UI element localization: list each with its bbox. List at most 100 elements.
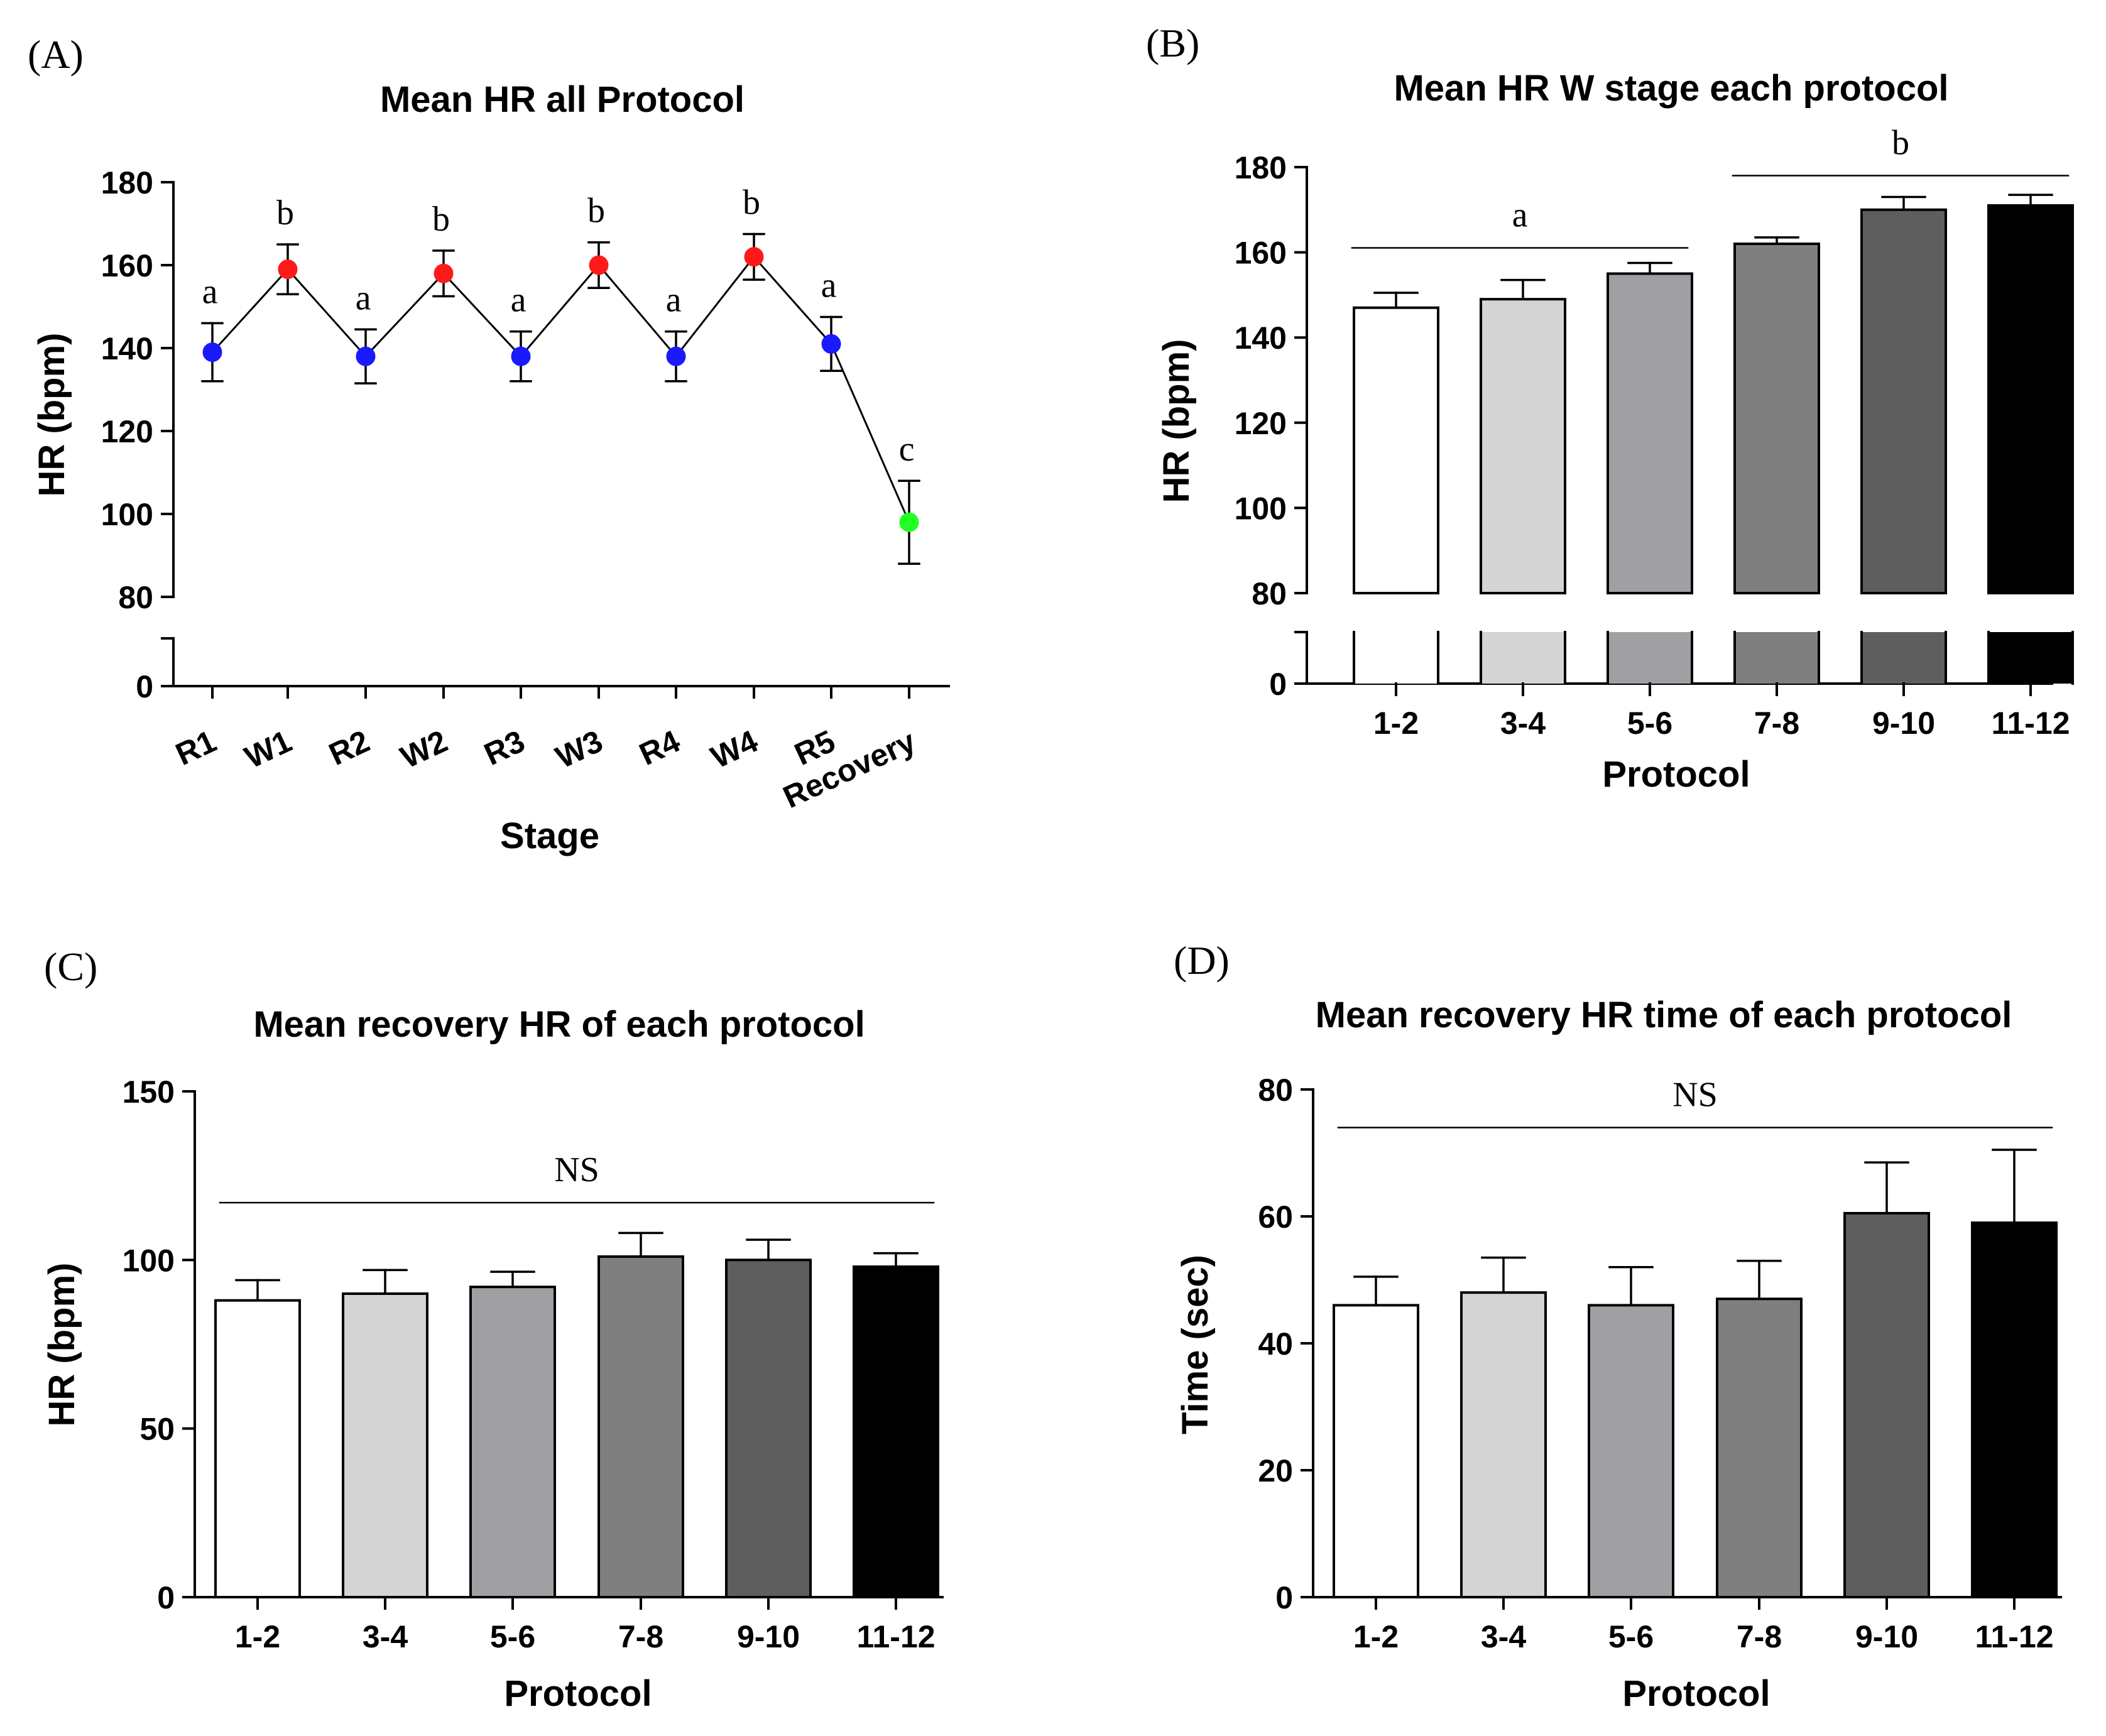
x-tick-label: 9-10 (1872, 706, 1935, 741)
y-axis-label: HR (bpm) (1156, 339, 1197, 503)
bar (1588, 1304, 1674, 1598)
bar (597, 1255, 684, 1598)
x-tick-label: W2 (395, 723, 453, 775)
y-tick-label: 100 (101, 497, 153, 532)
x-tick-label: 9-10 (737, 1619, 800, 1654)
panel-b: (B) Mean HR W stage each protocol 100 120 14… (1146, 21, 2074, 795)
y-tick-label: 180 (101, 165, 153, 200)
bar (1607, 272, 1693, 594)
chart-title: Mean HR all Protocol (380, 79, 745, 120)
bar (1987, 204, 2074, 594)
bar (1971, 1221, 2058, 1598)
bar (1333, 1304, 1419, 1598)
x-tick-label: R1 (170, 723, 222, 772)
bar (469, 1286, 556, 1598)
y-tick-label: 180 (1235, 150, 1287, 185)
x-axis-label: Stage (500, 816, 599, 856)
bar (1843, 1211, 1930, 1598)
significance-letter: b (432, 200, 450, 239)
bar-lower (1989, 632, 2073, 684)
x-tick-label: 3-4 (1500, 706, 1546, 741)
data-point (356, 346, 376, 366)
bar (1460, 1291, 1547, 1598)
data-point (821, 334, 841, 354)
y-tick-label: 20 (1258, 1453, 1293, 1488)
y-tick-label: 0 (1275, 1580, 1293, 1615)
data-point (278, 259, 298, 280)
x-tick-label: 1-2 (1373, 706, 1419, 741)
panel-a: (A) Mean HR all Protocol 100 120 140 160 180 0 8… (28, 32, 950, 856)
x-tick-label: 3-4 (363, 1619, 408, 1654)
bar-lower (1354, 632, 1438, 684)
significance-letter: a (202, 272, 218, 311)
bar (1480, 298, 1566, 594)
x-tick-label: 11-12 (856, 1619, 935, 1654)
x-axis-label: Protocol (1622, 1673, 1770, 1714)
x-tick-label: 7-8 (1754, 706, 1799, 741)
bar-lower (1481, 632, 1565, 684)
x-tick-label: 3-4 (1481, 1619, 1526, 1654)
significance-letter: a (666, 281, 682, 320)
significance-letter: b (1892, 124, 1909, 163)
y-tick-label: 140 (1235, 320, 1287, 356)
y-axis-label: HR (bpm) (31, 333, 72, 497)
x-axis-label: Protocol (1602, 754, 1750, 795)
y-axis-label: HR (bpm) (41, 1263, 82, 1427)
y-tick-label: 150 (123, 1074, 175, 1110)
bar (342, 1292, 428, 1598)
y-tick-label: 0 (136, 669, 153, 704)
bar-lower (1735, 632, 1819, 684)
y-tick-label: 80 (1258, 1073, 1293, 1108)
significance-letter: NS (554, 1150, 599, 1189)
significance-letter: a (821, 266, 837, 305)
data-point (666, 346, 686, 366)
x-tick-label: R4 (634, 723, 685, 772)
panel-label: (A) (28, 32, 84, 77)
y-tick-label: 120 (1235, 406, 1287, 441)
x-tick-label: 1-2 (1353, 1619, 1399, 1654)
x-tick-label: 5-6 (1608, 1619, 1654, 1654)
x-tick-label: 5-6 (1627, 706, 1672, 741)
x-tick-label: 7-8 (1737, 1619, 1782, 1654)
y-axis-label: Time (sec) (1175, 1255, 1216, 1434)
significance-letter: b (587, 192, 605, 231)
x-tick-label: W4 (706, 723, 763, 775)
significance-letter: NS (1672, 1076, 1718, 1115)
chart-title: Mean recovery HR of each protocol (253, 1004, 865, 1045)
bar-lower (1608, 632, 1692, 684)
bar (1716, 1297, 1803, 1599)
panel-label: (C) (44, 944, 97, 989)
x-tick-label: 11-12 (1975, 1619, 2053, 1654)
significance-letter: c (899, 430, 915, 469)
x-tick-label: 9-10 (1855, 1619, 1918, 1654)
y-tick-label: 160 (1235, 236, 1287, 271)
x-tick-label: 7-8 (618, 1619, 663, 1654)
bar (725, 1258, 812, 1599)
data-point (589, 255, 609, 275)
chart-title: Mean recovery HR time of each protocol (1316, 995, 2012, 1035)
y-tick-label: 140 (101, 331, 153, 366)
significance-letter: a (511, 281, 526, 320)
y-tick-label: 40 (1258, 1326, 1293, 1362)
y-tick-label: 0 (157, 1580, 175, 1615)
y-tick-label: 100 (123, 1243, 175, 1278)
bar (1733, 243, 1820, 595)
x-tick-label: 1-2 (235, 1619, 280, 1654)
bar (214, 1299, 301, 1599)
bar (1353, 306, 1439, 594)
significance-letter: b (276, 194, 294, 232)
panel-d: (D) Mean recovery HR time of each protoco… (1174, 938, 2062, 1714)
data-point (744, 247, 764, 267)
y-tick-label: 120 (101, 414, 153, 449)
x-tick-label: W1 (239, 723, 297, 775)
y-tick-label: 80 (118, 580, 153, 615)
significance-letter: b (743, 183, 760, 222)
data-point (202, 342, 222, 363)
chart-title: Mean HR W stage each protocol (1394, 68, 1948, 109)
x-tick-label: 5-6 (490, 1619, 535, 1654)
y-tick-label: 50 (139, 1412, 175, 1447)
panel-label: (D) (1174, 938, 1230, 983)
panel-c: (C) Mean recovery HR of each protocol 0 50 1… (41, 944, 944, 1714)
x-axis-label: Protocol (504, 1673, 652, 1714)
y-tick-label: 160 (101, 248, 153, 283)
